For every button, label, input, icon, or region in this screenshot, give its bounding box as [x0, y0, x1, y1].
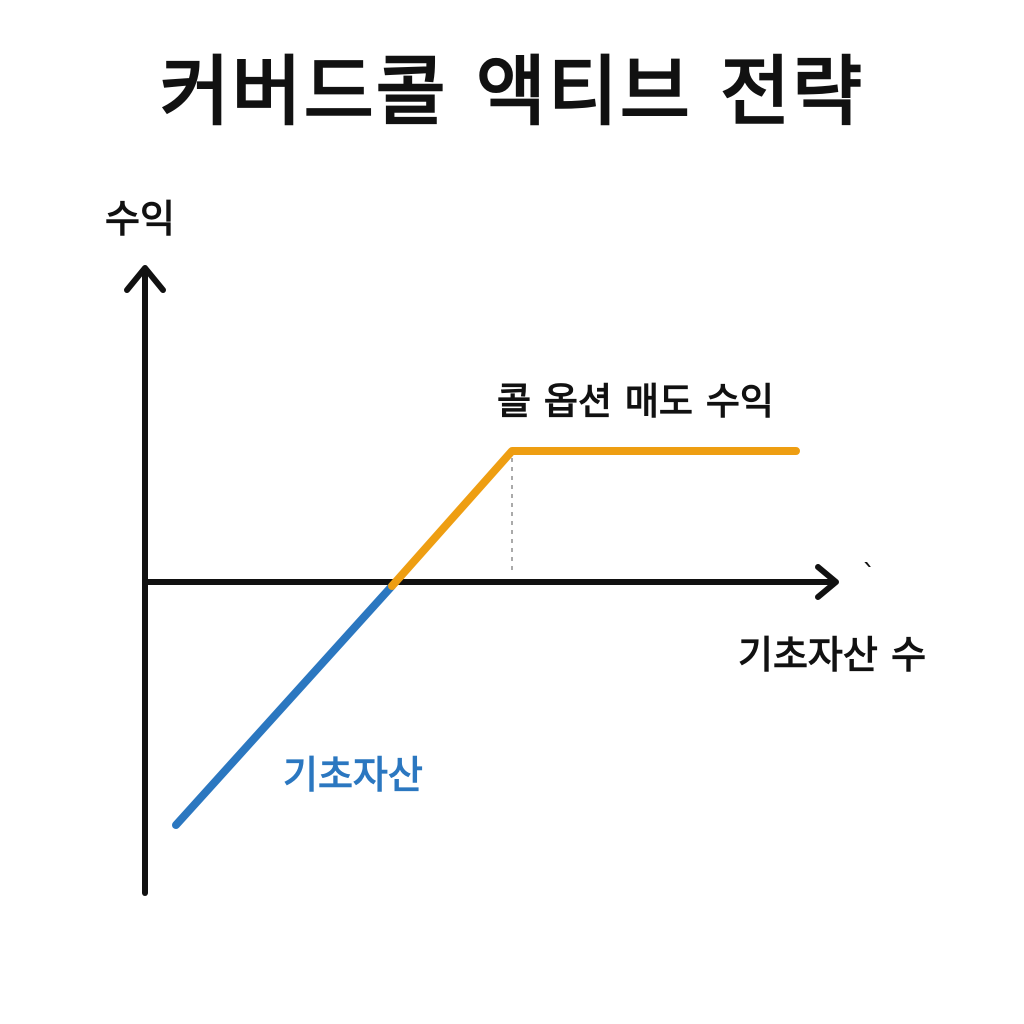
underlying-line [172, 582, 396, 829]
y-axis-label: 수익 [105, 197, 175, 241]
call-premium-line [388, 447, 800, 590]
y-axis-arrowhead [124, 265, 166, 293]
x-axis-label: 기초자산 수 [738, 633, 926, 677]
stray-mark: ` [862, 558, 876, 591]
underlying-label: 기초자산 [283, 753, 423, 797]
page-title: 커버드콜 액티브 전략 [159, 47, 865, 136]
x-axis-arrowhead [815, 564, 839, 600]
call-premium-label: 콜 옵션 매도 수익 [497, 380, 774, 423]
